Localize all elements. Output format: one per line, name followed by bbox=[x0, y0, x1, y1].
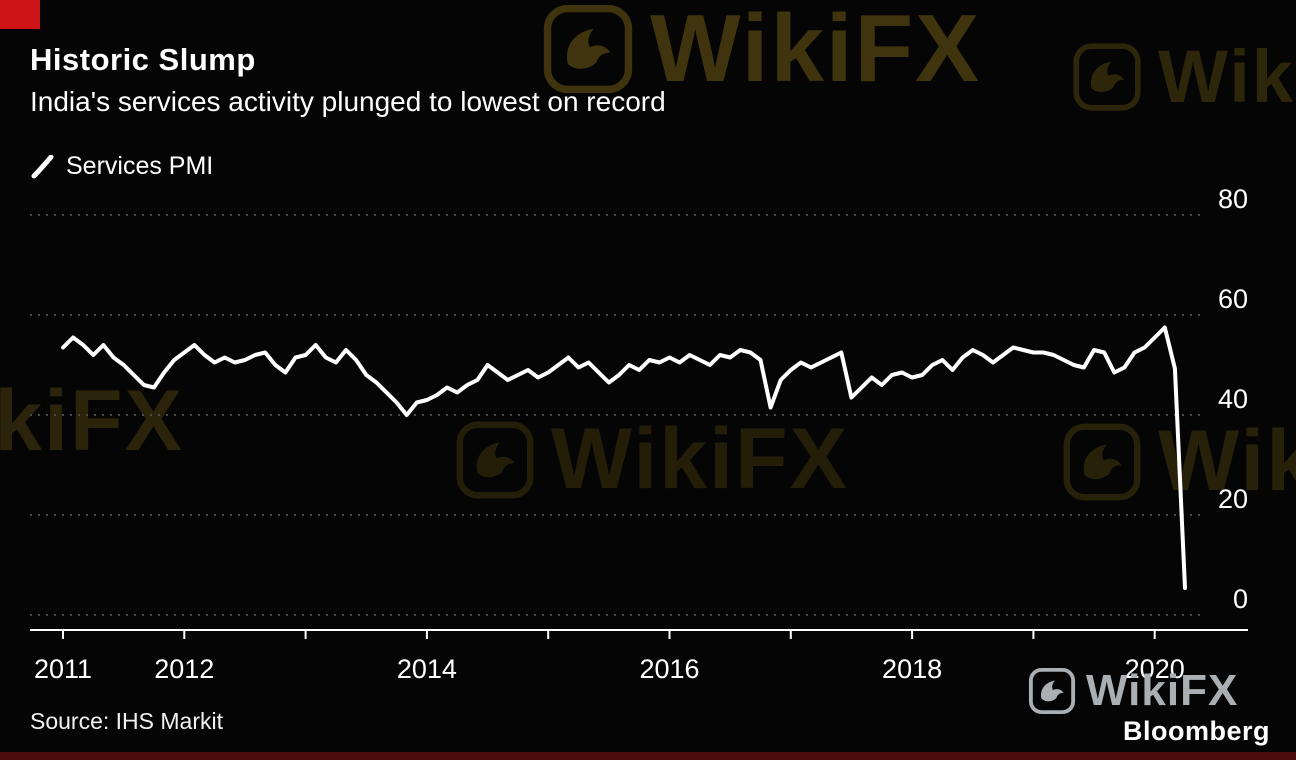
svg-text:2012: 2012 bbox=[154, 654, 214, 684]
svg-text:2014: 2014 bbox=[397, 654, 457, 684]
legend-label: Services PMI bbox=[66, 152, 214, 180]
svg-text:40: 40 bbox=[1218, 384, 1248, 414]
legend: Services PMI bbox=[30, 152, 213, 181]
svg-text:80: 80 bbox=[1218, 184, 1248, 214]
source-note: Source: IHS Markit bbox=[30, 708, 223, 734]
svg-text:0: 0 bbox=[1233, 584, 1248, 614]
svg-text:2020: 2020 bbox=[1125, 654, 1185, 684]
red-corner-mark bbox=[0, 0, 40, 29]
svg-text:60: 60 bbox=[1218, 284, 1248, 314]
svg-text:2016: 2016 bbox=[639, 654, 699, 684]
svg-text:2011: 2011 bbox=[34, 654, 92, 684]
bloomberg-wordmark: Bloomberg bbox=[1122, 716, 1270, 746]
chart-title: Historic Slump bbox=[30, 42, 256, 77]
svg-text:2018: 2018 bbox=[882, 654, 942, 684]
line-series-marker-icon bbox=[31, 154, 54, 178]
bottom-red-bar bbox=[0, 752, 1296, 760]
chart-subtitle: India's services activity plunged to low… bbox=[30, 86, 666, 117]
svg-text:20: 20 bbox=[1218, 484, 1248, 514]
